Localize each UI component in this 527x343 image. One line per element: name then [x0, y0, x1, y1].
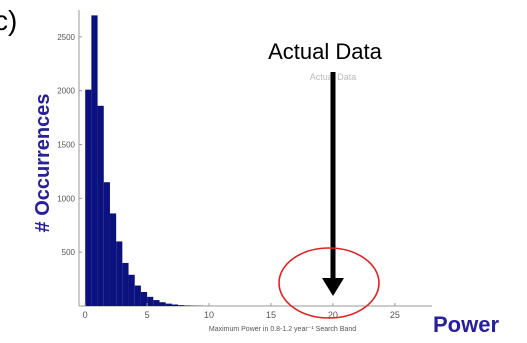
histogram-bar	[116, 241, 123, 306]
x-tick-label: 10	[204, 310, 214, 320]
histogram-bar	[165, 303, 172, 306]
histogram-plot: 500 1000 1500 2000 2500 0 5 10 15 20 25 Maximum Pow…	[57, 10, 432, 333]
highlight-circle	[278, 247, 380, 319]
histogram-bar	[122, 262, 129, 306]
histogram-bar	[109, 213, 117, 306]
histogram-bar	[103, 182, 110, 306]
y-tick-label: 500	[62, 248, 76, 257]
x-tick-label: 0	[83, 310, 88, 320]
histogram-bar	[178, 305, 185, 306]
histogram-bar	[153, 300, 160, 306]
y-tick-label: 1500	[57, 141, 75, 150]
panel-label: c)	[0, 5, 17, 36]
histogram-bar	[171, 304, 179, 306]
histogram-bar	[97, 105, 104, 307]
annotation-text: Actual Data	[268, 39, 382, 64]
y-axis-title: # Occurrences	[32, 94, 54, 233]
y-tick-label: 2500	[57, 33, 75, 42]
histogram-bar	[85, 89, 92, 306]
arrow-head	[322, 278, 344, 296]
x-axis-label: Maximum Power in 0.8-1.2 year⁻¹ Search B…	[209, 326, 356, 333]
x-tick-label: 25	[390, 310, 400, 320]
histogram-bar	[91, 15, 98, 307]
histogram-bar	[134, 285, 141, 306]
y-tick-label: 1000	[57, 194, 75, 203]
x-tick-label: 15	[266, 310, 276, 320]
y-tick-label: 2000	[57, 87, 75, 96]
x-tick-label: 5	[145, 310, 150, 320]
histogram-bar	[147, 296, 154, 306]
histogram-bar	[128, 274, 135, 306]
x-tick-label: 20	[328, 310, 338, 320]
histogram-bar	[140, 292, 148, 306]
histogram-bar	[184, 305, 191, 306]
x-axis-title-outer: Power	[433, 312, 499, 337]
histogram-bar	[159, 302, 166, 306]
